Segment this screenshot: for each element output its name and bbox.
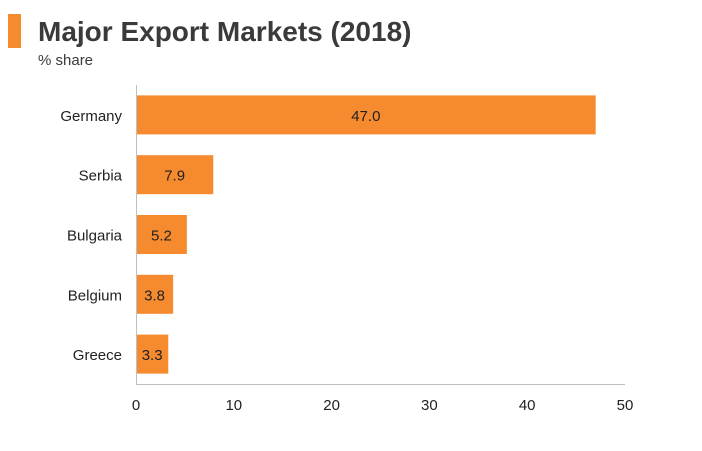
category-label-bulgaria: Bulgaria — [67, 228, 123, 245]
chart-title: Major Export Markets (2018) — [38, 16, 412, 47]
value-labels-layer: 47.0 7.9 5.2 3.8 3.3 — [142, 108, 381, 364]
x-tick-label: 40 — [519, 397, 536, 414]
category-label-greece: Greece — [73, 347, 122, 364]
bar-greece — [136, 334, 169, 374]
category-label-serbia: Serbia — [79, 168, 123, 185]
value-label-germany: 47.0 — [351, 108, 380, 125]
bars-layer — [136, 95, 596, 374]
x-tick-label: 20 — [323, 397, 340, 414]
value-label-bulgaria: 5.2 — [151, 228, 172, 245]
x-tick-labels-layer: 0 10 20 30 40 50 — [132, 397, 634, 414]
bar-serbia — [136, 155, 214, 195]
title-accent-bar — [8, 14, 21, 48]
bar-belgium — [136, 274, 174, 314]
value-label-serbia: 7.9 — [164, 168, 185, 185]
axes-layer — [136, 85, 625, 385]
category-label-belgium: Belgium — [68, 287, 122, 304]
category-labels-layer: Germany Serbia Bulgaria Belgium Greece — [60, 108, 122, 364]
chart-subtitle: % share — [38, 52, 94, 69]
bar-germany — [136, 95, 596, 135]
x-tick-label: 30 — [421, 397, 438, 414]
category-label-germany: Germany — [60, 108, 122, 125]
x-tick-label: 0 — [132, 397, 140, 414]
bar-bulgaria — [136, 215, 187, 254]
x-tick-label: 50 — [617, 397, 634, 414]
x-tick-label: 10 — [225, 397, 242, 414]
value-label-greece: 3.3 — [142, 347, 163, 364]
value-label-belgium: 3.8 — [144, 287, 165, 304]
